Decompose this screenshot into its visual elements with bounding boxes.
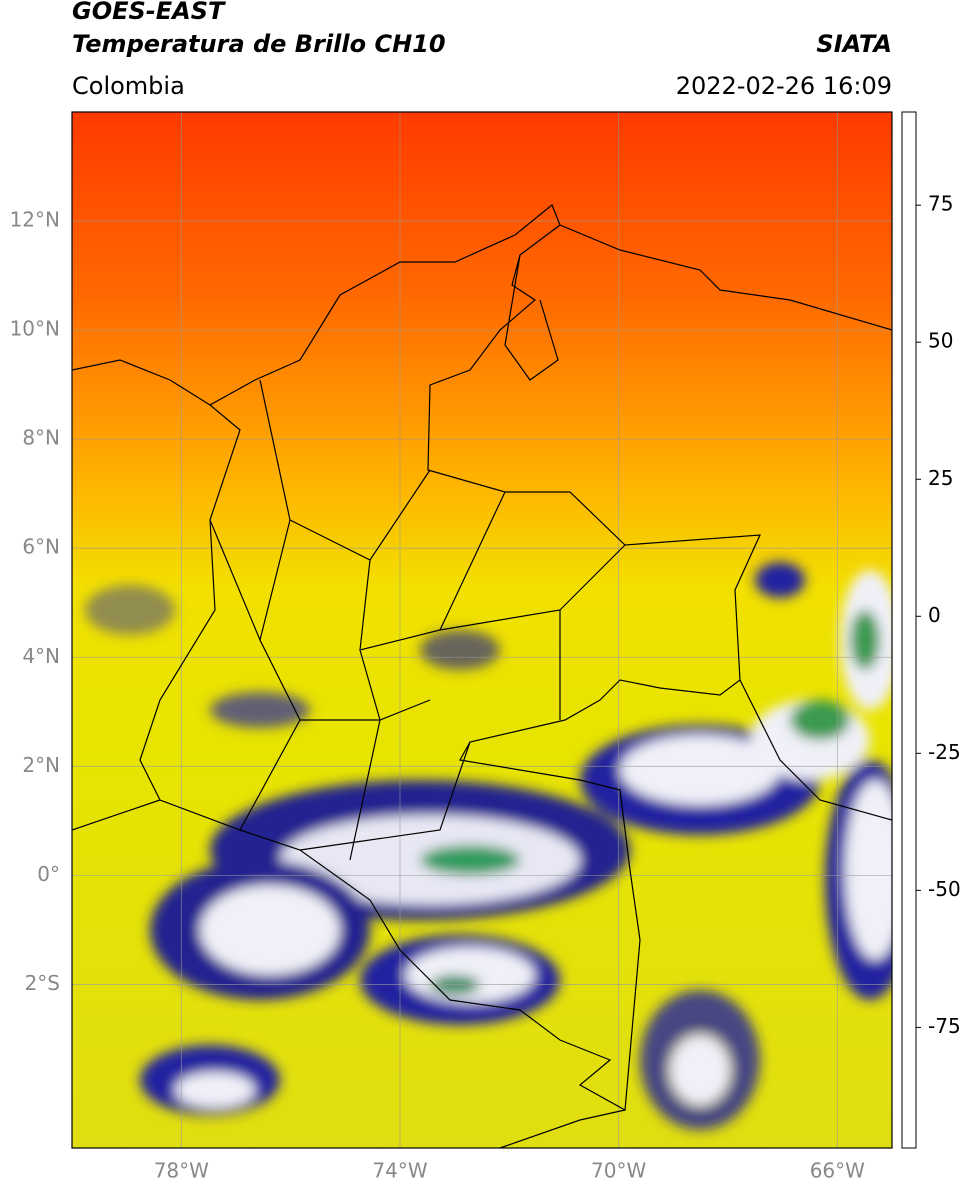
lat-tick-label: 6°N — [22, 535, 60, 559]
lat-tick-label: 8°N — [22, 426, 60, 450]
lat-tick-label: 10°N — [10, 317, 60, 341]
map-image — [72, 112, 892, 1148]
colorbar-tick-label: 75 — [928, 192, 953, 216]
colorbar-ramp — [901, 111, 917, 1149]
colorbar-tick-label: -25 — [928, 740, 961, 764]
lat-tick-label: 0° — [37, 862, 60, 886]
lon-tick-label: 70°W — [591, 1159, 646, 1183]
lon-tick-label: 78°W — [154, 1159, 209, 1183]
datetime: 2022-02-26 16:09 — [676, 72, 892, 100]
colorbar-tick-label: -75 — [928, 1014, 961, 1038]
colorbar: 75 50 25 0 -25 -50 -75 — [901, 111, 961, 1149]
departments — [209, 379, 626, 861]
lat-tick-label: 12°N — [10, 208, 60, 232]
source: SIATA — [816, 30, 892, 58]
map-frame — [71, 111, 893, 1149]
title: Temperatura de Brillo CH10 — [72, 30, 446, 58]
lon-tick-label: 66°W — [810, 1159, 865, 1183]
region: Colombia — [72, 72, 185, 100]
coastline — [72, 224, 892, 1148]
product: GOES-EAST — [72, 0, 226, 25]
colorbar-tick-label: 25 — [928, 466, 953, 490]
lat-tick-label: 2°S — [25, 971, 60, 995]
colombia-border — [139, 204, 761, 1111]
graticule — [72, 112, 892, 1148]
colorbar-tick-label: 50 — [928, 329, 953, 353]
lat-tick-label: 2°N — [22, 753, 60, 777]
lat-tick-label: 4°N — [22, 644, 60, 668]
lon-tick-label: 74°W — [372, 1159, 427, 1183]
colorbar-tick-label: 0 — [928, 603, 941, 627]
colorbar-tick-label: -50 — [928, 877, 961, 901]
